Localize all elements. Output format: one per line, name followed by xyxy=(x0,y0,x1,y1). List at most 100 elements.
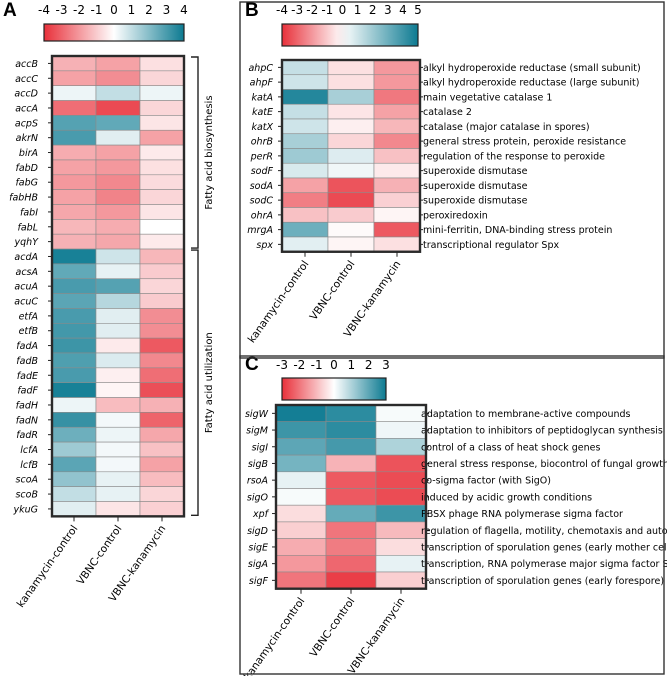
panel-a-cell xyxy=(95,70,141,86)
panel-b-cell xyxy=(327,74,375,90)
panel-c-gene-label: sigB xyxy=(248,459,268,470)
panel-a-cell xyxy=(95,501,141,517)
panel-a-gene-label: etfB xyxy=(19,326,38,337)
panel-a-gene-label: acuA xyxy=(14,282,38,293)
panel-b-gene-label: katX xyxy=(251,122,273,133)
panel-a-gene-label: scoA xyxy=(16,475,38,486)
panel-a-cell xyxy=(95,55,141,72)
panel-a-cell xyxy=(95,263,141,280)
panel-c-cell xyxy=(275,504,327,523)
panel-b-description: catalase 2 xyxy=(423,107,472,118)
panel-a-cell xyxy=(139,115,185,131)
panel-b-cell xyxy=(327,207,375,223)
panel-a-gene-label: acdA xyxy=(14,252,38,263)
panel-b-cell xyxy=(327,162,375,179)
panel-c-colorbar-tick: 1 xyxy=(348,358,356,372)
panel-c-cell xyxy=(375,454,427,473)
panel-b-gene-label: spx xyxy=(256,240,273,251)
panel-a-gene-label: accA xyxy=(15,103,38,114)
panel-a-cell xyxy=(51,426,97,443)
panel-c-cell xyxy=(275,421,327,439)
panel-b-cell xyxy=(281,133,329,149)
panel-b-cell xyxy=(373,148,421,164)
panel-b-letter: B xyxy=(245,0,259,21)
panel-c-border xyxy=(239,355,665,675)
panel-b-colorbar-tick: 1 xyxy=(354,3,362,17)
panel-a-gene-label: ykuG xyxy=(12,504,38,515)
panel-a-cell xyxy=(95,456,141,473)
panel-b-cell xyxy=(327,148,375,164)
panel-a-column-label: VBNC-control xyxy=(75,523,125,587)
panel-c-cell xyxy=(275,438,327,456)
panel-c-colorbar-tick: -3 xyxy=(276,358,288,372)
panel-a-cell xyxy=(51,248,97,265)
panel-a-cell xyxy=(139,352,185,369)
panel-c-cell xyxy=(375,554,427,573)
panel-a-cell xyxy=(51,144,97,161)
panel-b-colorbar-tick: -3 xyxy=(291,3,303,17)
panel-a-cell xyxy=(95,144,141,161)
panel-a-gene-label: etfA xyxy=(19,311,38,322)
panel-b-cell xyxy=(327,89,375,105)
panel-a-cell xyxy=(139,486,185,502)
panel-a-cell xyxy=(139,189,185,205)
panel-b-cell xyxy=(373,118,421,135)
panel-c-cell xyxy=(375,521,427,539)
panel-a-cell xyxy=(139,308,185,324)
panel-a-cell xyxy=(51,204,97,220)
panel-a-gene-label: fadA xyxy=(16,341,38,352)
panel-a-group-bracket xyxy=(191,249,199,517)
panel-c-cell xyxy=(325,504,377,523)
panel-c-cell xyxy=(275,554,327,573)
panel-a-cell xyxy=(51,70,97,86)
panel-c-cell xyxy=(325,454,377,473)
panel-a-cell xyxy=(95,233,141,250)
panel-b-cell xyxy=(327,221,375,238)
panel-a-cell xyxy=(95,486,141,502)
panel-c-cell xyxy=(375,471,427,489)
panel-a-cell xyxy=(139,441,185,458)
panel-b-gene-label: ahpC xyxy=(248,63,273,74)
panel-b-colorbar-tick: -4 xyxy=(276,3,288,17)
panel-a-gene-label: fabI xyxy=(20,207,38,218)
panel-b-cell xyxy=(327,177,375,194)
panel-a-cell xyxy=(51,129,97,146)
panel-c-description: co-sigma factor (with SigO) xyxy=(421,476,551,487)
panel-a-cell xyxy=(51,278,97,294)
panel-c-description: control of a class of heat shock genes xyxy=(421,442,600,453)
panel-a-cell xyxy=(95,382,141,398)
panel-b-description: main vegetative catalase 1 xyxy=(423,92,552,103)
panel-b-cell xyxy=(281,89,329,105)
panel-c-colorbar-tick: 2 xyxy=(365,358,373,372)
panel-b-cell xyxy=(281,162,329,179)
panel-a-colorbar-tick: 3 xyxy=(163,3,171,17)
panel-c-description: induced by acidic growth conditions xyxy=(421,492,592,503)
panel-a-cell xyxy=(139,204,185,220)
panel-c-cell xyxy=(325,488,377,506)
panel-b-cell xyxy=(281,221,329,238)
panel-c-gene-label: sigO xyxy=(247,492,269,503)
panel-c-description: transcription, RNA polymerase major sigm… xyxy=(421,559,667,570)
panel-a-cell xyxy=(95,278,141,294)
panel-a-gene-label: fadN xyxy=(16,415,38,426)
panel-b-gene-label: katE xyxy=(252,107,273,118)
panel-a-cell xyxy=(51,382,97,398)
panel-c-colorbar-tick: 3 xyxy=(382,358,390,372)
panel-a-cell xyxy=(51,471,97,487)
panel-c-cell xyxy=(325,471,377,489)
panel-c-cell xyxy=(275,538,327,556)
panel-b-gene-label: mrgA xyxy=(247,225,273,236)
panel-a-cell xyxy=(139,426,185,443)
panel-a-cell xyxy=(95,337,141,354)
panel-a-cell xyxy=(51,85,97,101)
panel-c-cell xyxy=(275,471,327,489)
panel-c-gene-label: sigI xyxy=(252,442,269,453)
panel-b-description: peroxiredoxin xyxy=(423,210,488,221)
panel-a-gene-label: accC xyxy=(15,74,38,85)
panel-a-cell xyxy=(139,397,185,413)
panel-c-cell xyxy=(375,421,427,439)
panel-b-cell xyxy=(281,103,329,120)
panel-b-cell xyxy=(281,59,329,76)
panel-b-description: general stress protein, peroxide resista… xyxy=(423,137,626,148)
panel-a-cell xyxy=(51,367,97,384)
